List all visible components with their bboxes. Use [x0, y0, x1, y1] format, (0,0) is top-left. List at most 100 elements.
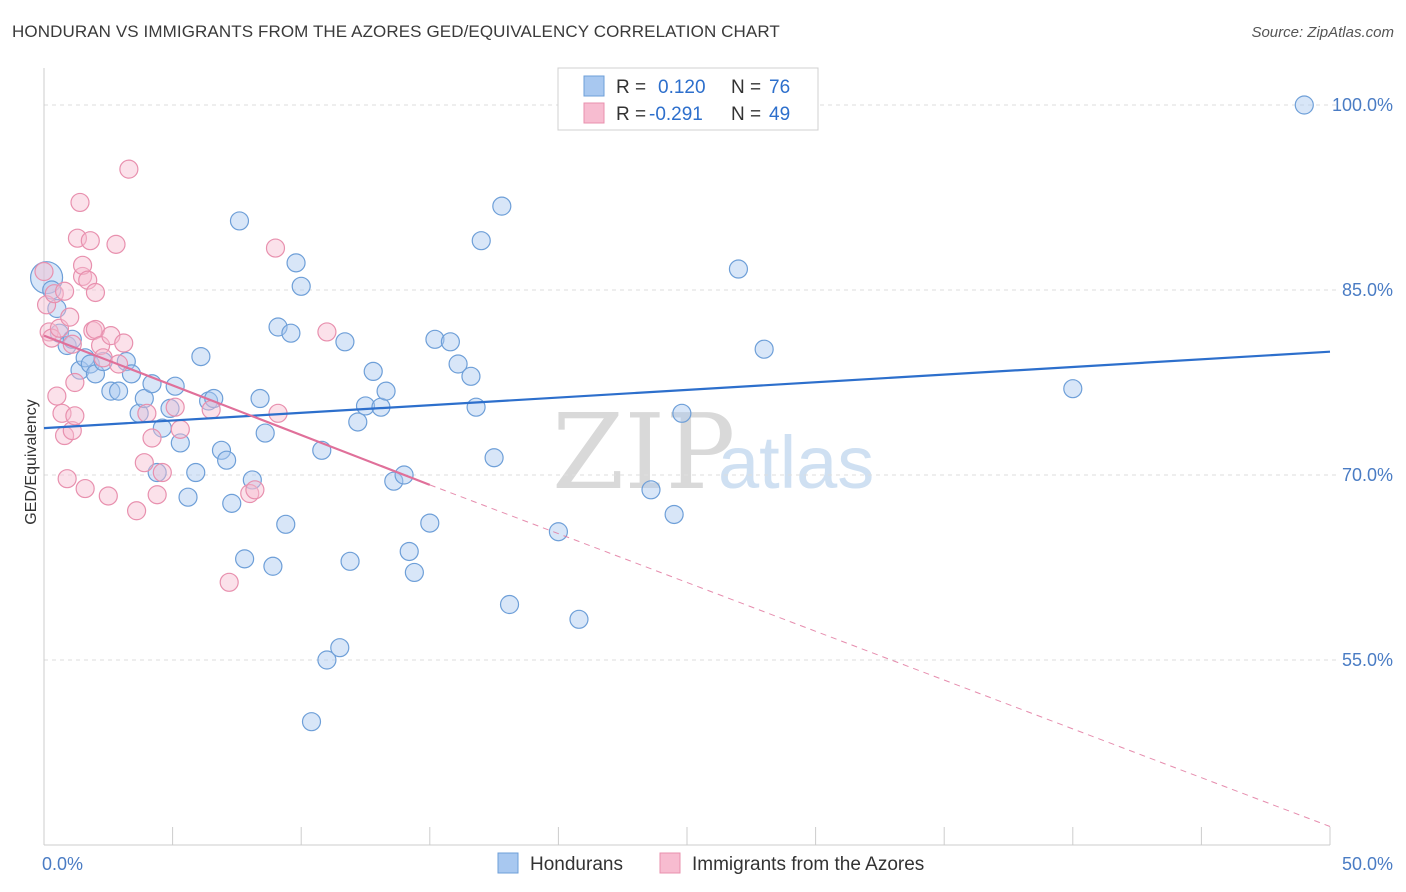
- point-hondurans-36: [263, 556, 283, 576]
- point-hondurans-60: [448, 354, 468, 374]
- point-azores-7: [54, 281, 75, 301]
- point-hondurans-64: [484, 448, 504, 468]
- point-azores-45: [265, 238, 286, 258]
- point-hondurans-52: [376, 381, 396, 401]
- grid-lines: [44, 104, 1336, 661]
- y-tick-label-1: 85.0%: [1342, 280, 1393, 300]
- point-hondurans-71: [672, 403, 692, 423]
- point-azores-19: [75, 478, 95, 499]
- stats-legend: R = 0.120 N = 76 R = -0.291 N = 49: [557, 67, 819, 131]
- point-hondurans-23: [178, 487, 198, 507]
- point-hondurans-59: [440, 332, 460, 352]
- point-hondurans-48: [348, 412, 368, 432]
- point-hondurans-44: [317, 650, 337, 670]
- watermark-zip: ZIP: [552, 391, 735, 513]
- point-hondurans-58: [425, 329, 445, 349]
- point-hondurans-42: [301, 712, 322, 732]
- point-azores-40: [170, 419, 190, 439]
- point-azores-18: [72, 255, 93, 275]
- point-hondurans-41: [291, 276, 311, 296]
- point-azores-44: [245, 480, 265, 500]
- point-hondurans-74: [1063, 379, 1083, 399]
- point-hondurans-70: [664, 504, 684, 525]
- point-azores-0: [36, 295, 57, 315]
- point-azores-43: [240, 483, 260, 504]
- stats-n-label-1: N =: [731, 77, 761, 98]
- x-tick-label-0: 0.0%: [42, 854, 83, 874]
- point-hondurans-75: [1294, 95, 1314, 115]
- point-hondurans-11: [101, 381, 121, 401]
- point-azores-36: [142, 428, 162, 448]
- trend-lines: [43, 334, 1331, 827]
- source-credit: Source: ZipAtlas.com: [1251, 24, 1394, 41]
- point-hondurans-45: [330, 638, 350, 658]
- point-hondurans-22: [170, 433, 190, 453]
- stats-r-value-1: 0.120: [658, 77, 706, 98]
- point-hondurans-57: [420, 513, 440, 533]
- point-hondurans-16: [134, 388, 154, 409]
- point-hondurans-25: [191, 347, 211, 367]
- point-azores-17: [72, 266, 93, 287]
- point-azores-47: [317, 322, 337, 342]
- stats-r-value-2: -0.291: [649, 104, 703, 125]
- point-azores-33: [126, 501, 147, 521]
- point-hondurans-29: [217, 450, 237, 470]
- point-azores-25: [90, 335, 111, 356]
- legend-label-azores: Immigrants from the Azores: [692, 854, 924, 875]
- point-azores-32: [119, 159, 139, 179]
- y-axis-label: GED/Equivalency: [23, 399, 40, 524]
- point-hondurans-31: [229, 211, 250, 231]
- point-azores-21: [80, 231, 100, 251]
- data-points: [29, 95, 1314, 732]
- point-hondurans-49: [355, 396, 376, 416]
- legend-swatch-azores: [659, 852, 681, 874]
- axes: [43, 68, 1331, 846]
- chart-title: HONDURAN VS IMMIGRANTS FROM THE AZORES G…: [12, 22, 780, 41]
- point-hondurans-28: [211, 440, 232, 460]
- point-azores-4: [47, 386, 67, 406]
- y-tick-label-2: 70.0%: [1342, 465, 1393, 485]
- point-hondurans-47: [340, 551, 360, 571]
- point-hondurans-18: [147, 462, 167, 483]
- point-hondurans-0: [29, 261, 64, 295]
- point-azores-24: [85, 282, 106, 303]
- point-azores-38: [152, 462, 172, 483]
- tick-labels: 100.0% 85.0% 70.0% 55.0% 0.0% 50.0%: [42, 95, 1393, 874]
- point-hondurans-50: [363, 361, 383, 381]
- y-tick-label-3: 55.0%: [1342, 650, 1393, 670]
- stats-n-value-2: 49: [769, 104, 790, 125]
- legend-swatch-hondurans: [497, 852, 519, 874]
- point-azores-9: [57, 469, 77, 489]
- point-hondurans-6: [70, 360, 90, 380]
- point-hondurans-56: [404, 562, 424, 583]
- point-hondurans-72: [728, 259, 749, 279]
- trend-line-hondurans: [43, 350, 1331, 430]
- trend-line-azores-extension: [429, 484, 1331, 827]
- stats-r-label-2: R =: [616, 104, 646, 125]
- point-hondurans-62: [466, 397, 486, 417]
- point-azores-10: [60, 307, 80, 327]
- point-hondurans-61: [461, 366, 481, 386]
- watermark-atlas: atlas: [718, 421, 874, 504]
- x-tick-label-1: 50.0%: [1342, 854, 1393, 874]
- point-hondurans-55: [399, 541, 419, 562]
- point-azores-31: [114, 333, 134, 353]
- point-azores-27: [98, 486, 118, 506]
- stats-r-label-1: R =: [616, 77, 646, 98]
- point-azores-34: [134, 453, 154, 473]
- point-hondurans-65: [492, 196, 512, 216]
- point-azores-42: [219, 572, 239, 592]
- point-azores-13: [65, 372, 85, 393]
- point-azores-39: [165, 397, 185, 417]
- point-hondurans-24: [186, 462, 206, 483]
- stats-swatch-hondurans: [583, 75, 605, 97]
- point-hondurans-34: [250, 388, 270, 409]
- point-azores-48: [34, 261, 54, 282]
- point-azores-35: [137, 403, 157, 423]
- point-hondurans-38: [276, 514, 296, 534]
- point-hondurans-40: [286, 253, 306, 273]
- point-hondurans-12: [108, 381, 129, 401]
- point-hondurans-53: [384, 471, 404, 491]
- point-hondurans-67: [548, 522, 569, 542]
